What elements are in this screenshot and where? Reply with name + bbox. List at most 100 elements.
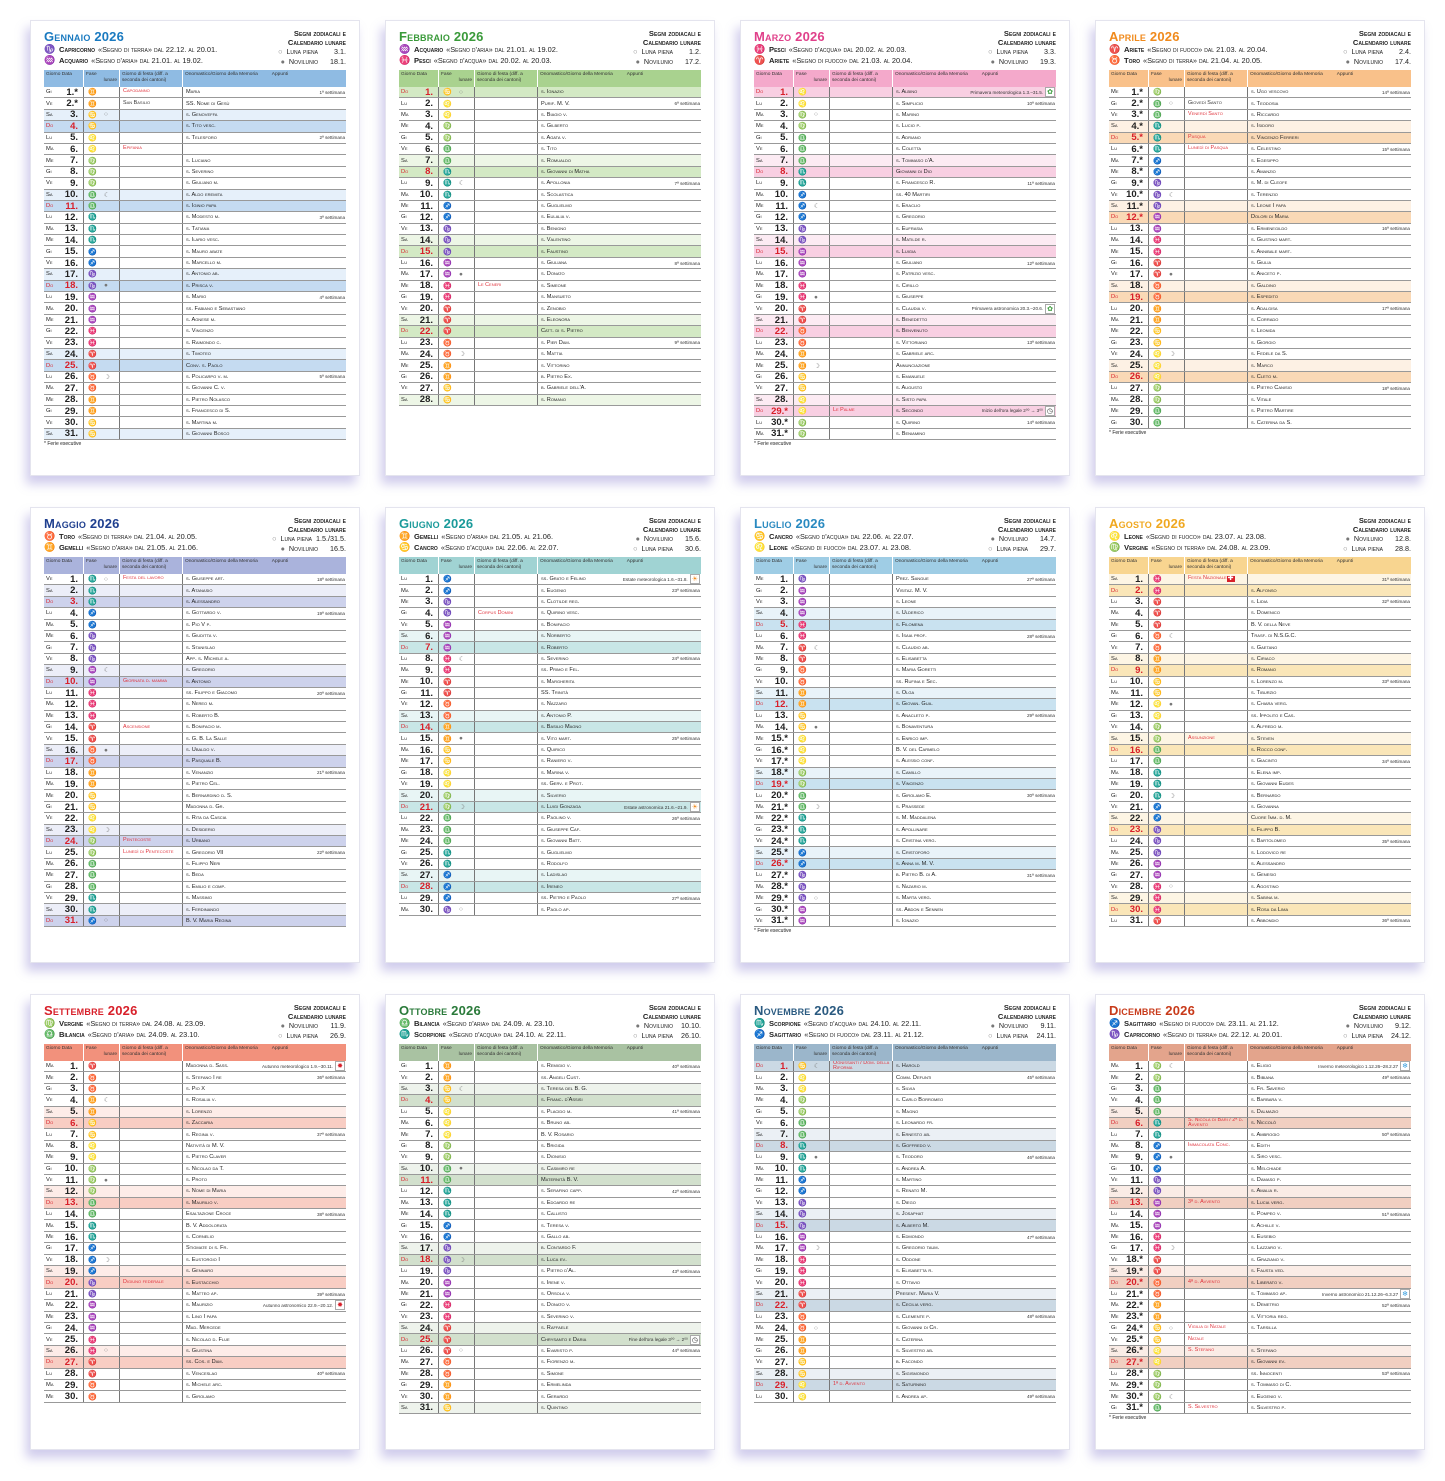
day-row[interactable]: Ma 13. ♏ s. Edoardo re <box>399 1197 701 1210</box>
name-day-cell[interactable]: s. Telesforo 2ª settimana <box>183 133 346 143</box>
day-row[interactable]: Gi 19. ♓ ● s. Giuseppe <box>754 292 1056 304</box>
day-row[interactable]: Ma 22.* ♊ s. Demetrio 52ª settimana <box>1109 1300 1411 1312</box>
name-day-cell[interactable]: s. Policarpo v. m. 5ª settimana <box>183 372 346 382</box>
name-day-cell[interactable]: s. Biagio v. <box>538 110 701 120</box>
day-row[interactable]: Gi 7. ♑ s. Stanislao <box>44 642 346 654</box>
day-row[interactable]: Gi 10. ♐ s. Melchiade <box>1109 1163 1411 1175</box>
name-day-cell[interactable]: SS. Trinità <box>538 688 701 698</box>
name-day-cell[interactable]: s. Chiara verg. <box>1248 699 1411 709</box>
day-row[interactable]: Do 8. ♏ s. Goffredo v. <box>754 1140 1056 1153</box>
name-day-cell[interactable]: s. Silvestro p. <box>1248 1403 1411 1413</box>
day-row[interactable]: Ma 8. ♌ Natività di M. V. <box>44 1140 346 1153</box>
day-row[interactable]: Ve 6. ♎ s. Coletta <box>754 143 1056 156</box>
day-row[interactable]: Lu 14. ♒ s. Pompeo v. 51ª settimana <box>1109 1209 1411 1221</box>
name-day-cell[interactable]: App. s. Michele a. <box>183 654 346 664</box>
day-row[interactable]: Gi 24.* ♋ ○ Vigilia di Natale s. Tarsilla <box>1109 1322 1411 1335</box>
name-day-cell[interactable]: s. Venceslao 40ª settimana <box>183 1369 346 1379</box>
day-row[interactable]: Lu 6. ♓ s. Isaia prof. 28ª settimana <box>754 630 1056 643</box>
name-day-cell[interactable]: s. Adalgisa 17ª settimana <box>1248 303 1411 313</box>
name-day-cell[interactable]: s. Marino <box>893 110 1056 120</box>
name-day-cell[interactable]: b. Facondo <box>893 1357 1056 1367</box>
name-day-cell[interactable]: s. Sisto papa <box>893 395 1056 405</box>
day-row[interactable]: Sa 23. ♌ ☽ s. Desiderio <box>44 824 346 836</box>
day-row[interactable]: Ma 29. ♉ s. Michele arc. <box>44 1379 346 1392</box>
name-day-cell[interactable]: s. Graziano v. <box>1248 1255 1411 1265</box>
day-row[interactable]: Lu 9. ♏ ● s. Teodoro 46ª settimana <box>754 1152 1056 1164</box>
day-row[interactable]: Do 8. ♏ Giovanni di Dio <box>754 166 1056 179</box>
name-day-cell[interactable]: s. Ugo vescovo 14ª settimana <box>1248 87 1411 97</box>
day-row[interactable]: Do 6. ♋ s. Zaccaria <box>44 1117 346 1130</box>
day-row[interactable]: Ve 9. ♍ s. Dionisio <box>399 1152 701 1164</box>
day-row[interactable]: Me 27. ♎ s. Beda <box>44 870 346 882</box>
name-day-cell[interactable]: s. Secondo Inizio dell'ora legale 2⁰⁰ → 3… <box>893 406 1056 417</box>
day-row[interactable]: Ma 13. ♏ s. Tatiana <box>44 223 346 236</box>
name-day-cell[interactable]: s. Ambrogio 50ª settimana <box>1248 1129 1411 1139</box>
name-day-cell[interactable]: s. Ignazio <box>538 87 701 97</box>
name-day-cell[interactable]: s. Genesio <box>1248 870 1411 880</box>
name-day-cell[interactable]: s. Fiorenzo m. <box>538 1357 701 1367</box>
name-day-cell[interactable]: s. Amanzio <box>1248 167 1411 177</box>
name-day-cell[interactable]: s. Gilberto <box>538 121 701 131</box>
name-day-cell[interactable]: s. Eulalia v. <box>538 212 701 222</box>
day-row[interactable]: Lu 28.* ♍ ss. Innocenti 53ª settimana <box>1109 1368 1411 1380</box>
day-row[interactable]: Ve 30. ♊ s. Gerardo <box>399 1391 701 1403</box>
name-day-cell[interactable]: Visitaz. M. V. <box>893 585 1056 595</box>
name-day-cell[interactable]: s. Lino I papa <box>183 1312 346 1322</box>
day-row[interactable]: Gi 2. ♒ Visitaz. M. V. <box>754 585 1056 597</box>
day-row[interactable]: Gi 15. ♐ s. Teresa v. <box>399 1220 701 1232</box>
day-row[interactable]: Lu 23. ♉ s. Vittoriano 13ª settimana <box>754 337 1056 349</box>
name-day-cell[interactable]: s. Gabriele arc. <box>893 349 1056 359</box>
day-row[interactable]: Ma 27. ♉ s. Fiorenzo m. <box>399 1357 701 1369</box>
day-row[interactable]: Sa 17. ♑ b. Contardo F. <box>399 1243 701 1255</box>
day-row[interactable]: Lu 26. ♈ ○ s. Evaristo p. 44ª settimana <box>399 1345 701 1358</box>
day-row[interactable]: Ma 24. ♉ ○ s. Giovanni di Cr. <box>754 1322 1056 1335</box>
day-row[interactable]: Ve 13. ♑ s. Eufrasia <box>754 223 1056 236</box>
day-row[interactable]: Ve 24. ♌ ☽ s. Fedele da S. <box>1109 348 1411 361</box>
name-day-cell[interactable]: s. Tommaso ap. Inverno astronomico 21.12.… <box>1248 1289 1411 1299</box>
name-day-cell[interactable]: s. Stefano <box>1248 1346 1411 1356</box>
name-day-cell[interactable]: ss. Angeli Cust. <box>538 1072 701 1082</box>
day-row[interactable]: Gi 9. ♉ s. Maria Goretti <box>754 665 1056 677</box>
name-day-cell[interactable]: s. Paolo ap. <box>538 904 701 914</box>
name-day-cell[interactable]: ss. Innocenti 53ª settimana <box>1248 1369 1411 1379</box>
name-day-cell[interactable] <box>183 144 346 154</box>
name-day-cell[interactable]: s. Giustina <box>183 1346 346 1356</box>
day-row[interactable]: Me 25. ♊ s. Vittorino <box>399 360 701 372</box>
day-row[interactable]: Do 23. ♑ s. Filippo B. <box>1109 824 1411 836</box>
name-day-cell[interactable]: s. Tito vesc. <box>183 121 346 131</box>
name-day-cell[interactable]: s. Siro vesc. <box>1248 1152 1411 1162</box>
name-day-cell[interactable]: s. Tiburzio <box>1248 688 1411 698</box>
day-row[interactable]: Lu 22. ♎ s. Paolino v. 26ª settimana <box>399 813 701 825</box>
day-row[interactable]: Me 16. ♏ s. Cornelio <box>44 1231 346 1244</box>
name-day-cell[interactable]: b. Pietro Ex. <box>538 372 701 382</box>
name-day-cell[interactable]: s. Renato M. <box>893 1186 1056 1196</box>
name-day-cell[interactable]: s. Silvestro ab. <box>893 1346 1056 1356</box>
name-day-cell[interactable]: s. Teresa v. <box>538 1220 701 1230</box>
name-day-cell[interactable]: s. Caterina da S. <box>1248 417 1411 427</box>
day-row[interactable]: Sa 3. ♋ ☾ s. Teresa del B. G. <box>399 1083 701 1096</box>
name-day-cell[interactable]: s. Nicolao da T. <box>183 1164 346 1174</box>
name-day-cell[interactable]: s. Alberto M. <box>893 1220 1056 1230</box>
name-day-cell[interactable]: s. Isidoro <box>1248 121 1411 131</box>
name-day-cell[interactable]: s. Pio V p. <box>183 620 346 630</box>
day-row[interactable]: Me 28. ♊ s. Pietro Nolasco <box>44 394 346 406</box>
name-day-cell[interactable]: s. Faustino <box>538 246 701 256</box>
name-day-cell[interactable]: s. Luciano <box>183 155 346 165</box>
name-day-cell[interactable]: s. Eraclio <box>893 201 1056 211</box>
day-row[interactable]: Ve 31.* ♒ s. Ignazio <box>754 915 1056 928</box>
name-day-cell[interactable]: s. Leone <box>893 597 1056 607</box>
name-day-cell[interactable]: s. Apollinare <box>893 825 1056 835</box>
day-row[interactable]: Lu 5. ♌ s. Placido m. 41ª settimana <box>399 1106 701 1118</box>
name-day-cell[interactable]: s. Severino v. <box>538 1312 701 1322</box>
name-day-cell[interactable]: s. Atanasio <box>183 585 346 595</box>
day-row[interactable]: Gi 12. ♐ s. Eulalia v. <box>399 212 701 224</box>
name-day-cell[interactable]: s. Mario 4ª settimana <box>183 292 346 302</box>
day-row[interactable]: Sa 11. ♊ s. Olga <box>754 687 1056 700</box>
name-day-cell[interactable]: s. Alfonso <box>1248 585 1411 595</box>
day-row[interactable]: Ve 2. ♊ ss. Angeli Cust. <box>399 1072 701 1084</box>
day-row[interactable]: Gi 17. ♓ ☽ s. Lazzaro v. <box>1109 1243 1411 1255</box>
day-row[interactable]: Do 27.* ♌ s. Giovanni ev. <box>1109 1357 1411 1369</box>
day-row[interactable]: Me 25. ♊ ☽ Annunciazione <box>754 360 1056 372</box>
name-day-cell[interactable]: s. Filomena <box>893 620 1056 630</box>
day-row[interactable]: Sa 14. ♑ s. Josaphat <box>754 1209 1056 1221</box>
